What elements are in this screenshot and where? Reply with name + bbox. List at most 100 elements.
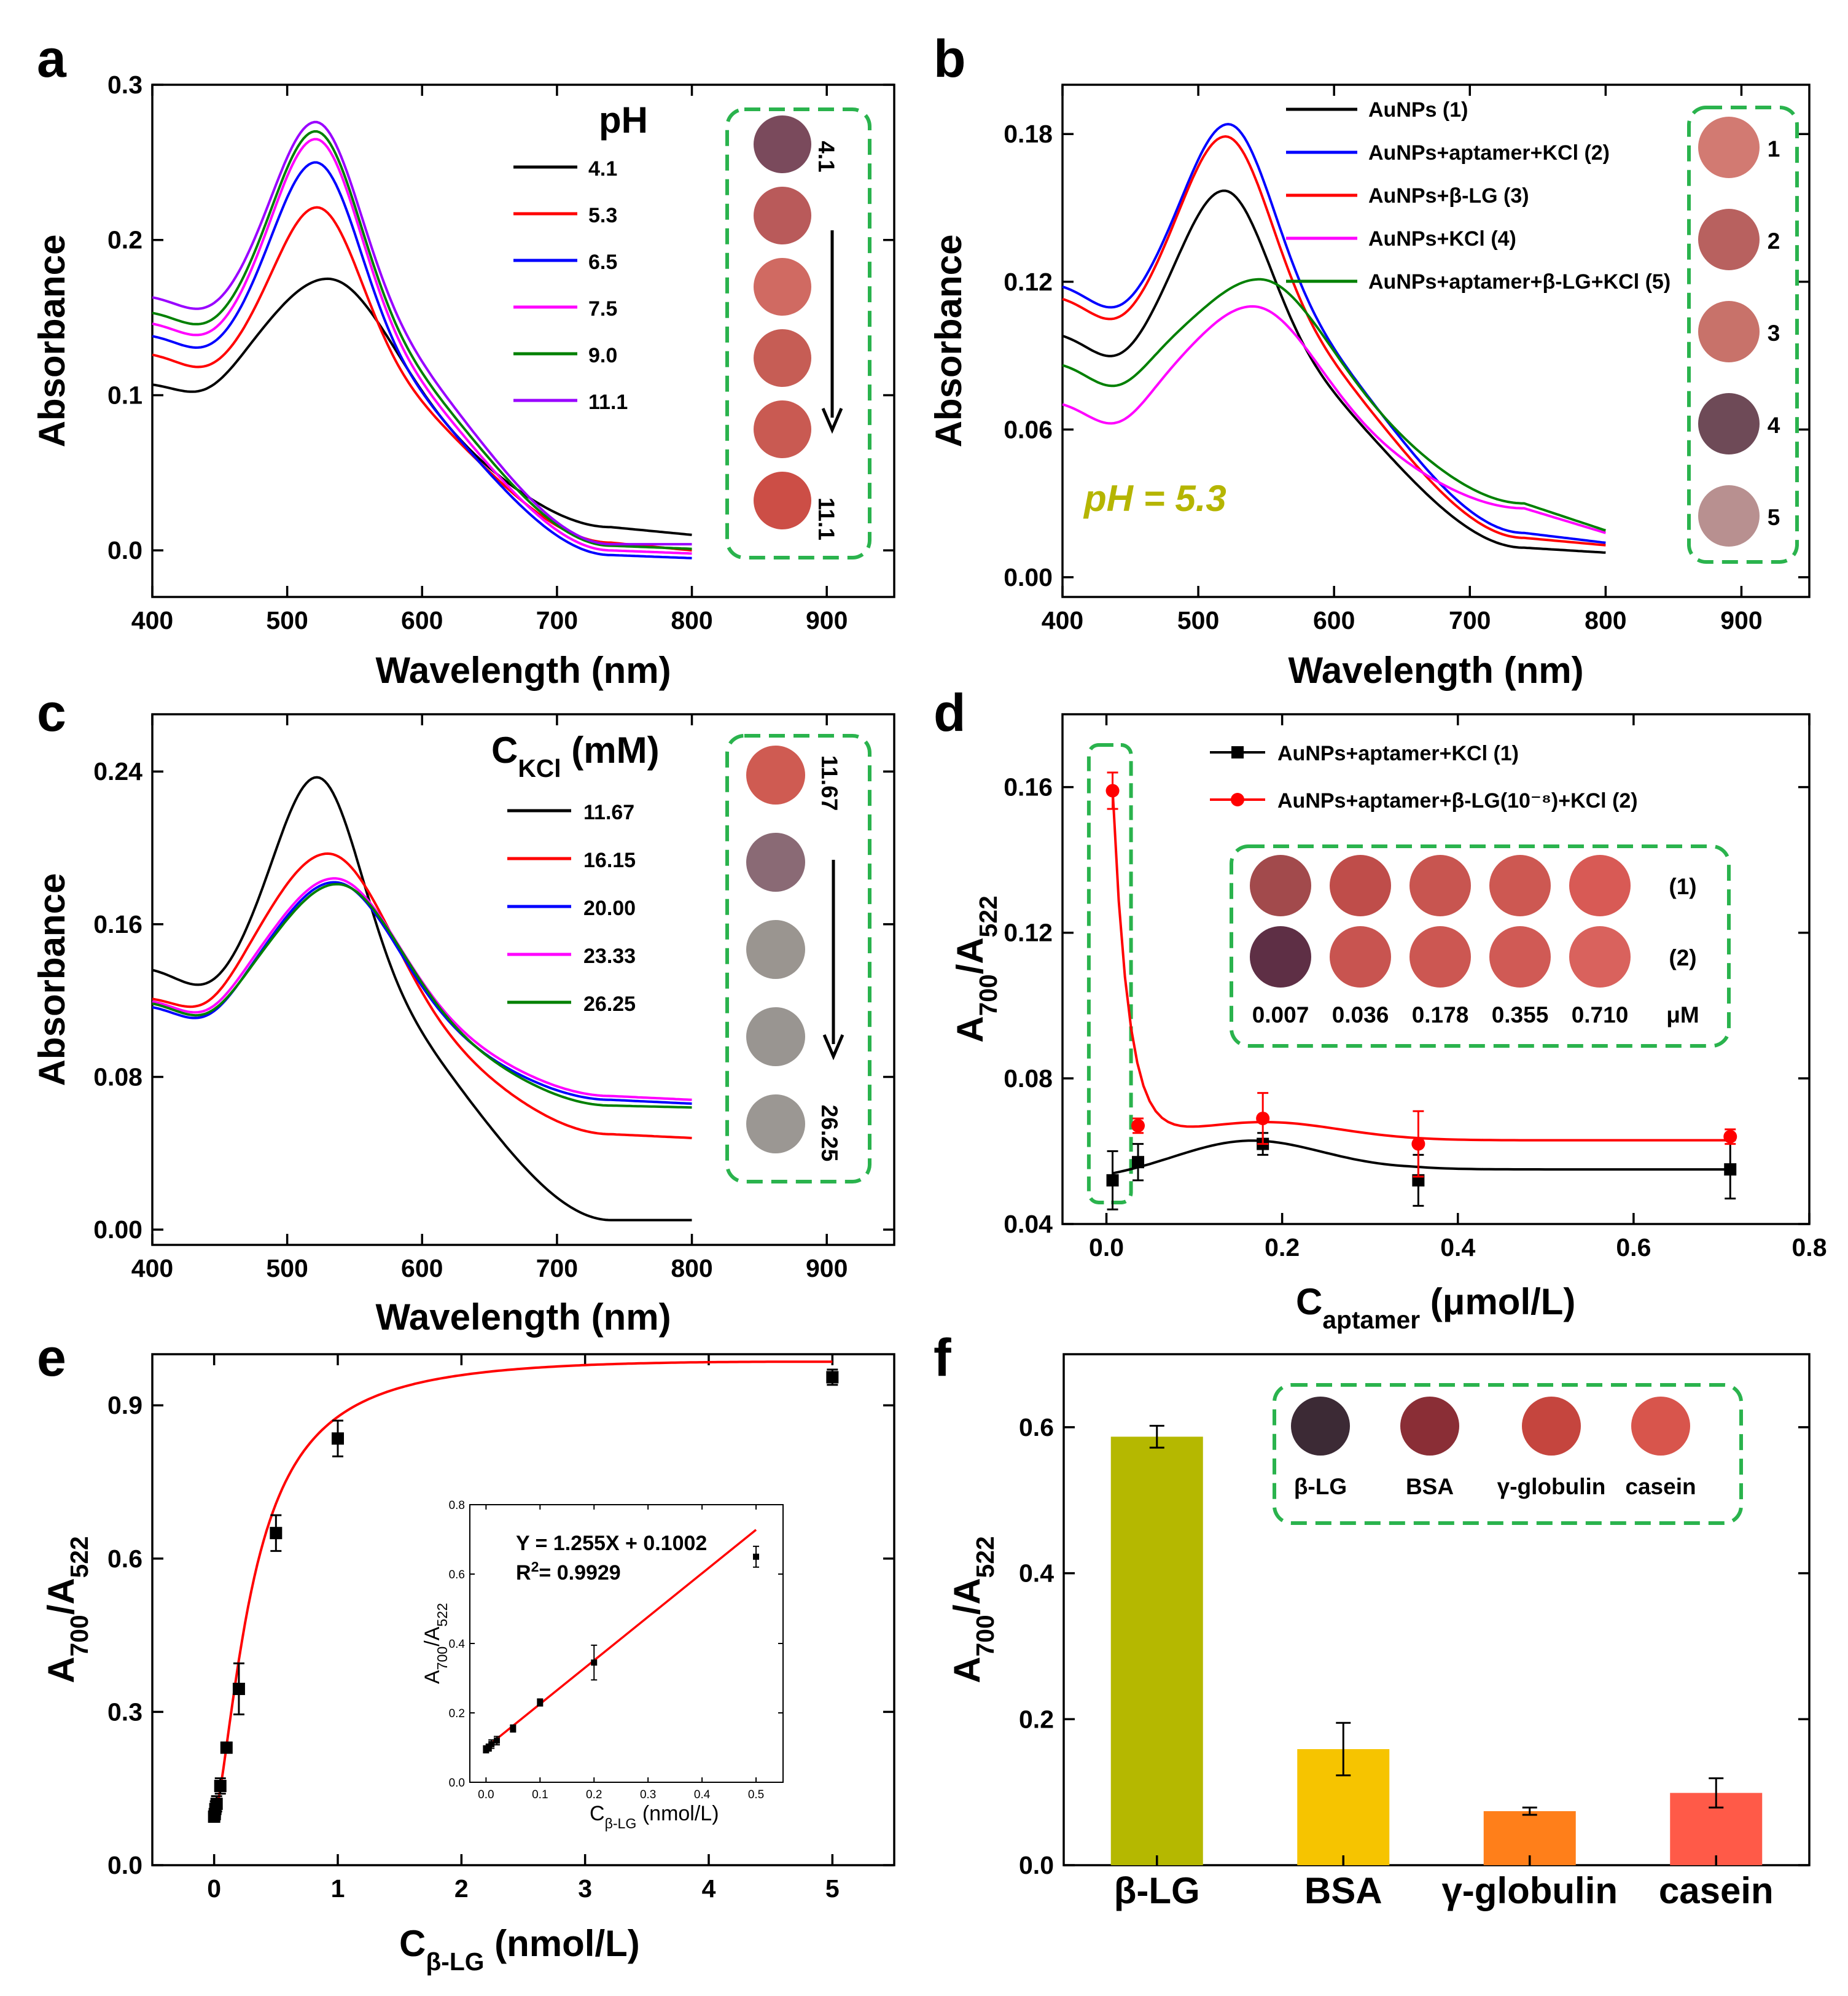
- legend-title-part: C: [491, 730, 518, 771]
- panel-letter-d: d: [934, 684, 966, 743]
- legend-label: 9.0: [588, 344, 617, 367]
- x-tick-label: 0.5: [748, 1788, 764, 1801]
- x-tick-label: 2: [454, 1874, 469, 1903]
- y-tick-label: 0.4: [449, 1638, 466, 1651]
- data-point: [270, 1527, 283, 1540]
- x-axis-title: Wavelength (nm): [375, 650, 671, 691]
- y-axis-title-part: 700: [971, 1615, 999, 1656]
- x-tick-label: 0.2: [586, 1788, 602, 1801]
- fit-curve-1: [1112, 1139, 1731, 1175]
- legend-title: pH: [599, 99, 648, 141]
- bar-1: [1110, 1437, 1203, 1865]
- panel-c: 400 500 600 700 800 900 0.00 0.08 0.16 0.24 Wavele…: [31, 713, 895, 1338]
- calibration-inset: 0.0 0.1 0.2 0.3 0.4 0.5 0.0 0.2 0.4 0.6 0.8 Y = 1.2…: [421, 1499, 784, 1831]
- well-row2: [1569, 926, 1631, 988]
- well-inset-box: [725, 107, 871, 559]
- y-axis-title-part: 522: [974, 895, 1002, 937]
- y-tick-label: 0.16: [93, 910, 142, 938]
- inset-top-label: 11.67: [817, 755, 842, 811]
- y-axis-title-part: 522: [971, 1536, 999, 1578]
- spectrum-line-5: [152, 883, 692, 1109]
- inset-bottom-label: 11.1: [814, 497, 839, 540]
- x-tick-label: 500: [266, 1254, 308, 1282]
- y-tick-label: 0.0: [107, 536, 142, 564]
- fit-r-squared-part: R: [516, 1561, 531, 1585]
- panel-b: 400 500 600 700 800 900 0.00 0.06 0.12 0.18 Wavele…: [928, 84, 1811, 691]
- x-tick-label: 700: [536, 606, 578, 634]
- fit-r-squared-part: 2: [531, 1559, 539, 1575]
- row-label: (2): [1669, 945, 1696, 970]
- conc-label: 0.007: [1252, 1002, 1309, 1027]
- y-tick-label: 0.1: [107, 381, 142, 409]
- data-point: [214, 1780, 227, 1793]
- legend-label: AuNPs+β-LG (3): [1368, 184, 1529, 208]
- panel-d: 0.0 0.2 0.4 0.6 0.8 0.04 0.08 0.12 0.16 Captamer …: [949, 713, 1827, 1334]
- x-tick-label: 400: [1042, 606, 1083, 634]
- x-tick-label: 800: [671, 606, 712, 634]
- y-tick-label: 0.00: [1004, 563, 1053, 591]
- spectrum-line-2: [1062, 123, 1606, 544]
- x-axis-title: Wavelength (nm): [1288, 650, 1583, 691]
- panel-letter-c: c: [37, 684, 66, 743]
- legend-title: CKCl (mM): [491, 730, 660, 782]
- plot-frame: [151, 713, 895, 1246]
- y-axis-title: A700/A522: [41, 1536, 93, 1683]
- spectrum-line-5: [152, 130, 692, 550]
- data-point-square: [1724, 1163, 1737, 1176]
- x-tick-label: 0.1: [532, 1788, 548, 1801]
- fit-r-squared-part: = 0.9929: [539, 1561, 620, 1585]
- fit-curve: [212, 1360, 833, 1817]
- spectrum-line-6: [152, 120, 692, 546]
- x-tick-label: 0.4: [1440, 1233, 1475, 1261]
- trend-arrow-head: [822, 1034, 844, 1061]
- well-4: [746, 1007, 805, 1066]
- fit-equation: Y = 1.255X + 0.1002: [516, 1532, 707, 1555]
- data-point-square: [1132, 1156, 1145, 1169]
- y-axis-title: Absorbance: [928, 235, 969, 448]
- x-axis-title-part: (nmol/L): [484, 1923, 639, 1964]
- well-row1: [1489, 855, 1551, 916]
- spectrum-line-3: [152, 161, 692, 559]
- x-tick-label: 900: [1720, 606, 1762, 634]
- y-axis-title: Absorbance: [31, 235, 72, 448]
- data-point-circle: [1723, 1129, 1737, 1144]
- well-3: [746, 920, 805, 979]
- panel-e: 0 1 2 3 4 50.00.30.60.9Cβ-LG (nmol/L)A700/A52…: [41, 1353, 895, 1976]
- data-point-circle: [1131, 1118, 1145, 1132]
- well-row2: [1330, 926, 1391, 988]
- y-axis-title-part: /A: [41, 1578, 82, 1615]
- trend-arrow-head: [821, 408, 843, 434]
- x-tick-label: 400: [131, 1254, 173, 1282]
- y-tick-label: 0.6: [449, 1569, 465, 1581]
- y-axis-title-part: /A: [949, 937, 991, 974]
- x-tick-label: 900: [806, 606, 848, 634]
- well-label: γ-globulin: [1497, 1474, 1606, 1499]
- data-point-circle: [1256, 1112, 1270, 1126]
- y-tick-label: 0.6: [1019, 1413, 1054, 1441]
- y-axis-title-part: A: [41, 1656, 82, 1683]
- x-tick-label: 0: [207, 1874, 221, 1903]
- plot-frame: [151, 1353, 895, 1866]
- y-tick-label: 0.18: [1004, 120, 1053, 148]
- x-tick-label: 0.8: [1792, 1233, 1827, 1261]
- x-tick-label: 800: [1585, 606, 1626, 634]
- legend-label: AuNPs+KCl (4): [1368, 227, 1516, 251]
- spectrum-line-4: [152, 138, 692, 555]
- legend-label: AuNPs+aptamer+β-LG+KCl (5): [1368, 270, 1671, 294]
- panel-a: 400 500 600 700 800 900 0.0 0.1 0.2 0.3 Wavelength…: [31, 71, 895, 691]
- y-tick-label: 0.08: [1004, 1064, 1053, 1093]
- legend-title-part: (mM): [561, 730, 660, 771]
- inset-x-title-part: C: [590, 1802, 605, 1825]
- y-tick-label: 0.06: [1004, 415, 1053, 443]
- x-tick-label: 0.0: [478, 1788, 494, 1801]
- y-axis-title-part: 522: [65, 1536, 93, 1578]
- legend-marker: [1231, 746, 1244, 758]
- x-tick-label: 500: [266, 606, 308, 634]
- legend-label: AuNPs+aptamer+β-LG(10⁻⁸)+KCl (2): [1277, 789, 1638, 813]
- x-axis-title: Wavelength (nm): [375, 1296, 671, 1338]
- y-axis-title: Absorbance: [31, 873, 72, 1086]
- x-tick-label: 0.2: [1265, 1233, 1300, 1261]
- unit-label: μM: [1666, 1002, 1699, 1027]
- row-label: (1): [1669, 874, 1696, 899]
